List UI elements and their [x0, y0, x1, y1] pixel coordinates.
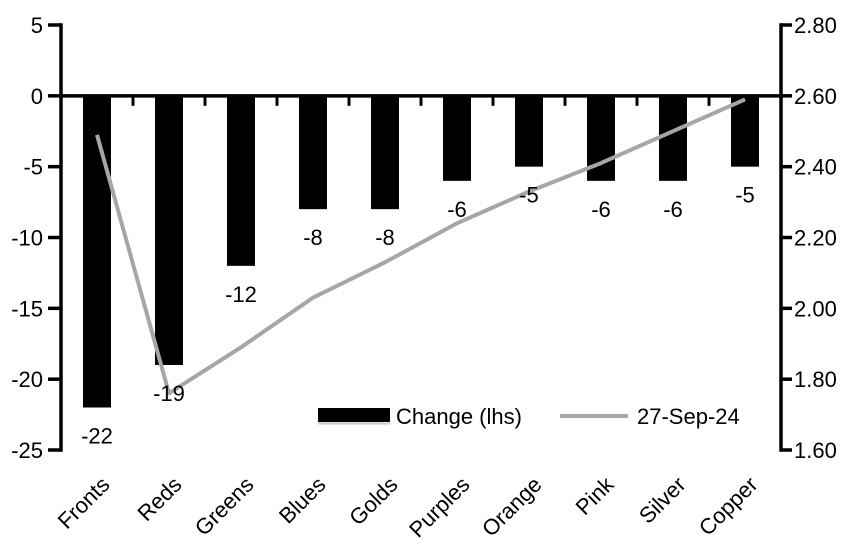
right-axis-tick-label: 2.80	[794, 13, 837, 38]
left-axis-tick-label: -15	[11, 296, 43, 321]
left-axis-tick-label: -10	[11, 226, 43, 251]
category-labels: Fronts Reds Greens Blues Golds Purples Orange P…	[53, 471, 763, 542]
category-label: Orange	[477, 472, 547, 542]
category-label: Copper	[694, 472, 763, 541]
category-label: Pink	[571, 471, 620, 520]
bar	[731, 95, 759, 167]
bar	[227, 95, 255, 266]
bar-value-label: -5	[519, 183, 539, 208]
bar-value-label: -8	[303, 225, 323, 250]
bar	[659, 95, 687, 181]
bar	[443, 95, 471, 181]
left-axis-tick-label: -5	[23, 155, 43, 180]
bar-value-label: -5	[735, 183, 755, 208]
bar	[299, 95, 327, 210]
category-label: Purples	[404, 472, 474, 542]
trend-line	[95, 97, 746, 396]
legend-bar-swatch	[318, 408, 390, 422]
left-axis-tick-label: 0	[31, 84, 43, 109]
category-label: Fronts	[53, 472, 115, 534]
category-axis	[59, 94, 783, 106]
bar-value-label: -6	[663, 197, 683, 222]
bar	[515, 95, 543, 167]
legend-bar-label: Change (lhs)	[396, 404, 522, 429]
bar	[83, 95, 111, 408]
category-label: Greens	[190, 472, 259, 541]
right-axis-tick-label: 1.60	[794, 438, 837, 463]
category-label: Reds	[133, 472, 187, 526]
bar	[371, 95, 399, 210]
right-axis-tick-label: 2.60	[794, 84, 837, 109]
bar-value-labels: -22 -19 -12 -8 -8 -6 -5 -6 -6 -5	[81, 183, 755, 449]
category-label: Golds	[344, 472, 402, 530]
bar-series	[83, 95, 759, 408]
legend: Change (lhs) 27-Sep-24	[318, 404, 740, 429]
right-axis-tick-label: 2.20	[794, 226, 837, 251]
bar-value-label: -19	[153, 381, 185, 406]
right-axis-tick-label: 1.80	[794, 367, 837, 392]
right-axis: 2.80 2.60 2.40 2.20 2.00 1.80 1.60	[779, 13, 837, 463]
category-label: Silver	[634, 472, 691, 529]
left-axis-tick-label: 5	[31, 13, 43, 38]
bar-value-label: -6	[447, 197, 467, 222]
legend-line-label: 27-Sep-24	[637, 404, 740, 429]
left-axis-tick-label: -25	[11, 438, 43, 463]
category-label: Blues	[274, 472, 331, 529]
right-axis-tick-label: 2.00	[794, 296, 837, 321]
right-axis-tick-label: 2.40	[794, 155, 837, 180]
bar-value-label: -22	[81, 424, 113, 449]
bar-value-label: -8	[375, 225, 395, 250]
bar-value-label: -6	[591, 197, 611, 222]
left-axis: 5 0 -5 -10 -15 -20 -25	[11, 13, 63, 463]
bar	[155, 95, 183, 365]
left-axis-tick-label: -20	[11, 367, 43, 392]
bar-value-label: -12	[225, 282, 257, 307]
